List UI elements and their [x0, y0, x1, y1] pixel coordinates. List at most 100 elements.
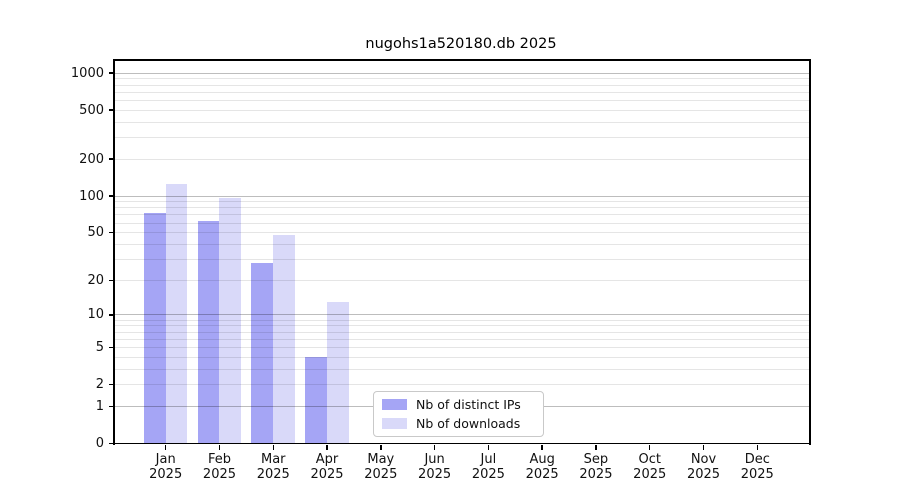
y-tick-label: 1000 [70, 65, 104, 81]
y-tick-mark [108, 195, 115, 197]
bar-downloads [327, 301, 349, 444]
x-tick-mark [649, 444, 651, 450]
bar-distinct-ips [197, 221, 220, 444]
y-tick-mark [108, 405, 115, 408]
gridline-minor [114, 99, 810, 101]
x-tick-mark [433, 444, 436, 450]
gridline-major [114, 72, 810, 74]
year-label: 2025 [471, 467, 505, 483]
month-label: Oct [638, 452, 661, 467]
x-tick-mark [380, 444, 382, 450]
x-tick-mark [595, 444, 597, 450]
x-tick-mark [756, 444, 758, 450]
bar-downloads [219, 198, 242, 444]
month-label: Apr [315, 452, 339, 467]
year-label: 2025 [202, 467, 237, 483]
month-label: Jan [155, 452, 176, 467]
y-tick-mark [108, 109, 115, 111]
bar-downloads [273, 234, 296, 444]
y-tick-label: 200 [79, 151, 104, 167]
year-label: 2025 [364, 467, 398, 483]
spine-left [113, 59, 115, 446]
month-label: Dec [744, 452, 770, 467]
year-label: 2025 [633, 467, 667, 483]
y-tick-label: 20 [87, 272, 104, 288]
y-tick-label: 0 [95, 436, 104, 451]
x-tick-label: Mar 2025 [241, 452, 305, 483]
month-label: Mar [260, 452, 286, 467]
y-tick-label: 50 [87, 225, 104, 241]
y-tick-label: 100 [79, 188, 104, 204]
y-tick-label: 500 [79, 102, 104, 118]
y-tick-mark [108, 72, 115, 74]
y-tick-label: 5 [95, 339, 104, 355]
x-tick-mark [326, 444, 328, 450]
y-tick-mark [108, 231, 115, 234]
gridline-minor [114, 121, 810, 123]
y-tick-mark [108, 279, 115, 281]
legend-label-distinct-ips: Nb of distinct IPs [416, 397, 521, 412]
legend-swatch-downloads [382, 418, 407, 429]
bar-distinct-ips [305, 357, 328, 444]
month-label: Aug [529, 452, 555, 467]
year-label: 2025 [256, 467, 290, 483]
y-tick-label: 1 [95, 398, 104, 414]
gridline-minor [114, 109, 810, 111]
x-tick-label: Aug 2025 [510, 452, 574, 483]
x-tick-label: Jul 2025 [456, 452, 520, 483]
y-tick-label: 10 [87, 307, 104, 323]
x-tick-mark [541, 444, 543, 450]
month-label: Jul [480, 452, 497, 467]
legend-entry-downloads: Nb of downloads [382, 415, 535, 432]
x-tick-label: Feb 2025 [187, 452, 251, 483]
x-tick-mark [487, 444, 490, 450]
year-label: 2025 [310, 467, 344, 483]
chart-title: nugohs1a520180.db 2025 [365, 36, 557, 52]
month-label: Jun [424, 452, 445, 467]
month-label: Sep [583, 452, 609, 467]
x-tick-label: Jan 2025 [134, 452, 198, 483]
gridline-major [114, 195, 810, 197]
y-tick-mark [108, 158, 115, 160]
gridline-minor [114, 84, 810, 86]
gridline-minor [114, 158, 810, 160]
bar-distinct-ips [143, 213, 166, 444]
x-tick-label: Dec 2025 [725, 452, 789, 483]
year-label: 2025 [686, 467, 721, 483]
y-tick-mark [108, 314, 115, 316]
y-tick-mark [108, 383, 115, 386]
x-tick-label: May 2025 [349, 452, 413, 483]
bar-distinct-ips [251, 262, 274, 444]
year-label: 2025 [149, 467, 183, 483]
x-tick-mark [702, 444, 705, 450]
x-tick-label: Nov 2025 [672, 452, 736, 483]
month-label: May [367, 452, 395, 467]
year-label: 2025 [418, 467, 452, 483]
x-tick-mark [165, 444, 167, 450]
gridline-minor [114, 78, 810, 80]
gridline-minor [114, 136, 810, 138]
spine-bottom [113, 442, 811, 445]
year-label: 2025 [525, 467, 559, 483]
x-tick-mark [218, 444, 221, 450]
y-tick-mark [108, 442, 115, 445]
x-tick-label: Sep 2025 [564, 452, 628, 483]
legend-entry-distinct-ips: Nb of distinct IPs [382, 396, 535, 413]
x-tick-label: Oct 2025 [618, 452, 682, 483]
spine-top [113, 59, 811, 61]
spine-right [808, 59, 811, 446]
x-tick-label: Apr 2025 [295, 452, 359, 483]
y-tick-label: 2 [95, 377, 104, 393]
month-label: Feb [207, 452, 231, 467]
x-tick-label: Jun 2025 [403, 452, 467, 483]
gridline-minor [114, 91, 810, 93]
legend-label-downloads: Nb of downloads [416, 416, 521, 431]
year-label: 2025 [740, 467, 774, 483]
legend-swatch-distinct-ips [382, 399, 407, 410]
month-label: Nov [690, 452, 717, 467]
y-tick-mark [108, 346, 115, 349]
bar-downloads [165, 184, 188, 444]
x-tick-mark [272, 444, 274, 450]
legend: Nb of distinct IPs Nb of downloads [373, 391, 544, 437]
